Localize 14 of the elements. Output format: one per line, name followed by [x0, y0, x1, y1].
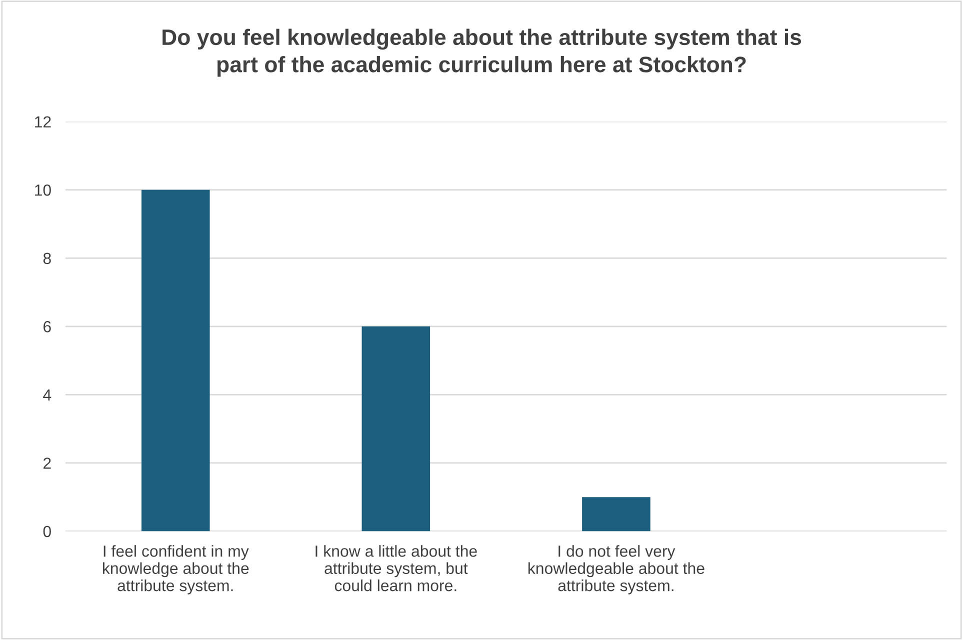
bar [141, 190, 210, 532]
y-tick-label: 2 [44, 458, 51, 469]
bar [362, 326, 430, 532]
x-tick-label: I do not feel very knowledgeable about the attribute system. [528, 545, 704, 594]
y-tick-label: 4 [43, 389, 52, 400]
y-tick-label: 8 [43, 252, 51, 264]
x-tick-label: I know a little about the attribute system, but could learn more. [316, 545, 477, 592]
y-tick-label: 6 [44, 321, 51, 332]
bar [582, 497, 650, 532]
y-tick-label: 12 [35, 116, 51, 128]
chart-title: Do you feel knowledgeable about the attribute system that is part of the academic curriculum here at Stockton? [162, 28, 802, 77]
y-tick-label: 10 [35, 184, 51, 196]
y-tick-label: 0 [43, 526, 51, 538]
x-tick-label: I feel confident in my knowledge about the attribute system. [103, 545, 249, 594]
